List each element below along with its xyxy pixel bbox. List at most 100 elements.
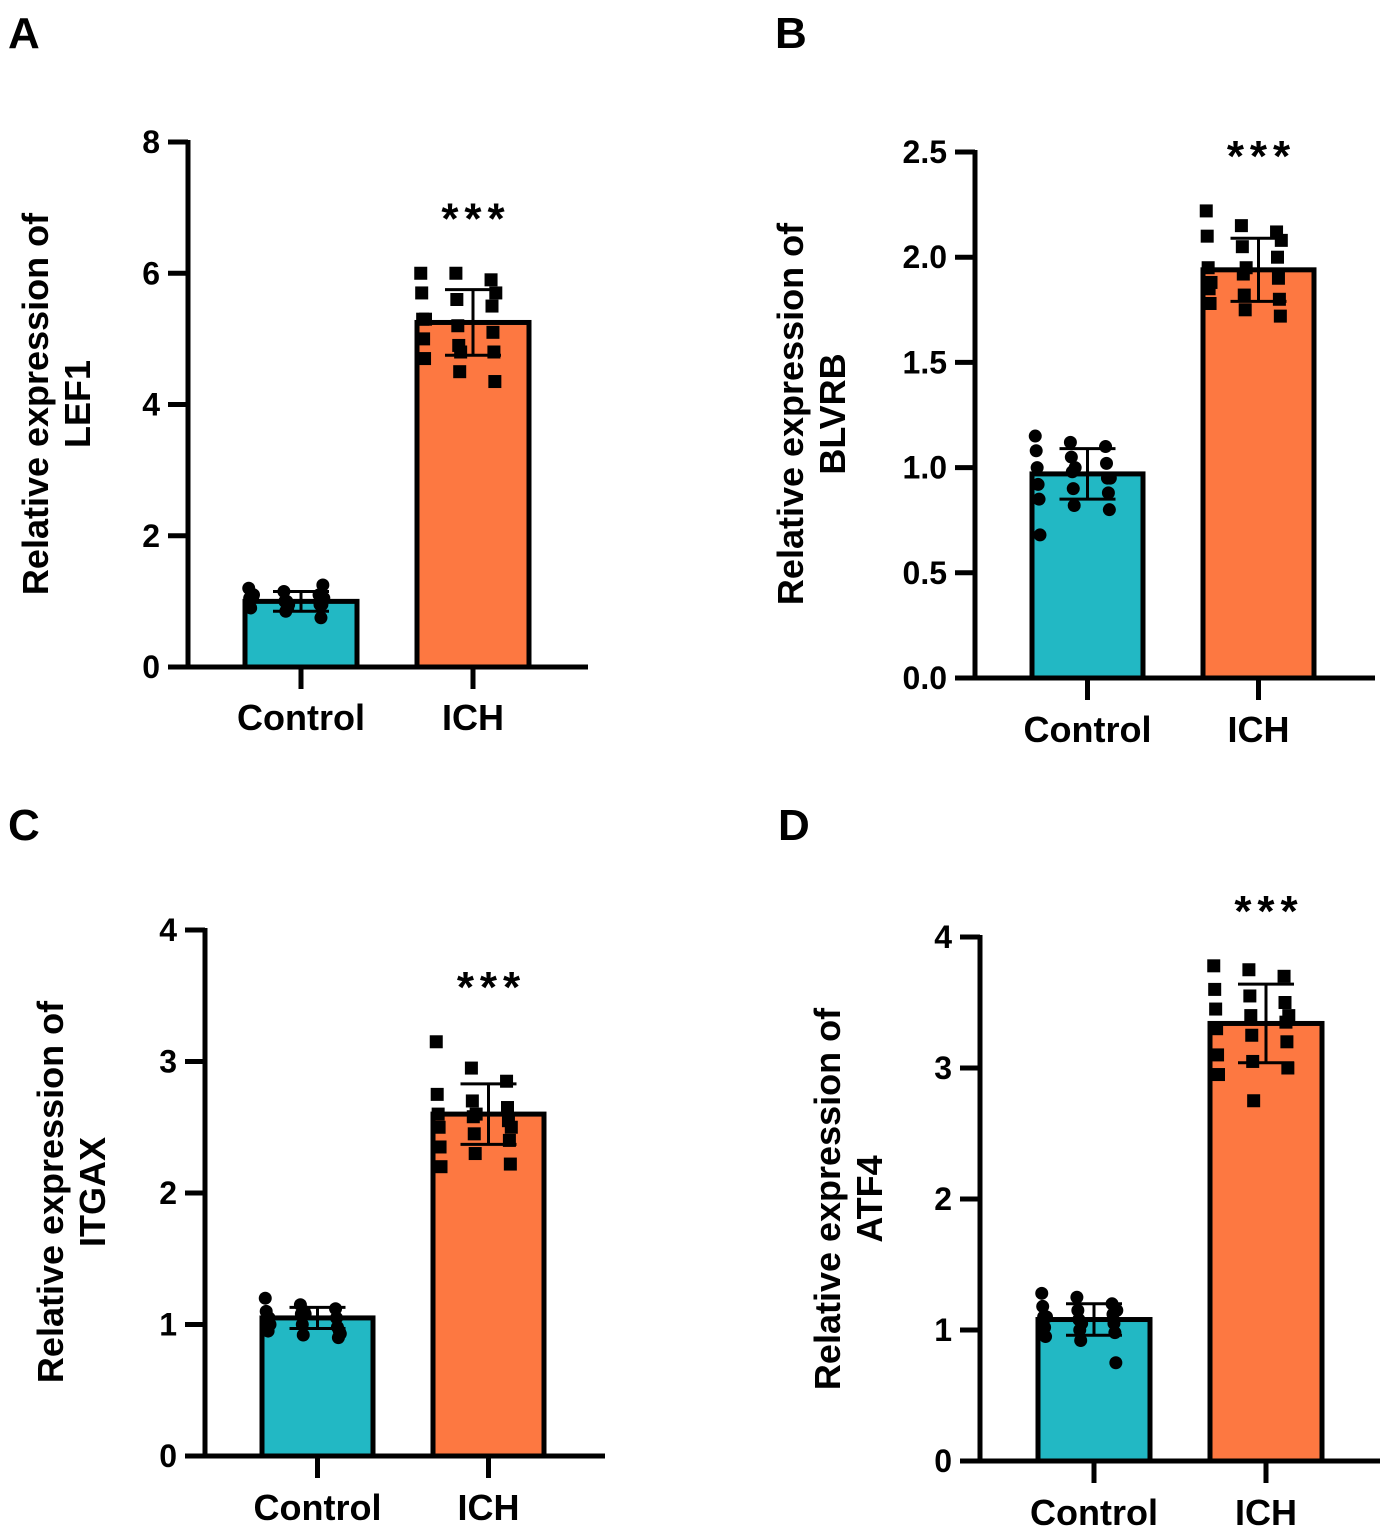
y-axis-label-line2: BLVRB xyxy=(812,353,853,474)
data-point xyxy=(1204,275,1218,289)
data-point xyxy=(263,1318,277,1331)
y-tick-label: 6 xyxy=(142,255,160,291)
data-point xyxy=(1242,963,1256,977)
data-point xyxy=(1281,1061,1295,1075)
data-point xyxy=(1239,261,1253,275)
x-tick-label: ICH xyxy=(442,697,504,738)
data-point xyxy=(1280,1035,1294,1049)
data-point xyxy=(468,1147,482,1161)
data-point xyxy=(1245,1028,1259,1042)
data-point xyxy=(1209,1002,1223,1016)
y-tick-label: 4 xyxy=(159,912,177,948)
panel-a: A Relative expression ofLEF1 Control ICH ***… xyxy=(8,9,588,738)
y-tick-label: 4 xyxy=(142,387,160,423)
data-point xyxy=(1210,1022,1224,1036)
data-point xyxy=(469,1107,483,1121)
data-point xyxy=(430,1087,444,1101)
panel-b: B Relative expression ofBLVRB Control ICH **… xyxy=(770,9,1375,750)
data-point xyxy=(1201,261,1215,275)
x-tick-label: Control xyxy=(1030,1492,1158,1533)
data-point xyxy=(1035,1286,1049,1300)
significance-annotation: *** xyxy=(457,963,526,1012)
data-point xyxy=(453,365,467,379)
data-point xyxy=(1278,996,1292,1009)
data-point xyxy=(1244,1009,1258,1023)
data-point xyxy=(1272,292,1286,306)
data-point xyxy=(1100,456,1113,470)
data-point xyxy=(1028,429,1042,443)
data-point xyxy=(418,352,432,366)
x-tick-label: ICH xyxy=(1228,709,1290,750)
data-point xyxy=(503,1157,517,1171)
data-point xyxy=(414,266,428,280)
y-axis-label-line2: LEF1 xyxy=(57,360,98,448)
y-axis-label-line2: ITGAX xyxy=(72,1137,113,1247)
data-point xyxy=(417,332,431,346)
data-point xyxy=(431,1107,445,1121)
data-point xyxy=(429,1035,443,1049)
data-point xyxy=(1039,1330,1053,1344)
data-point xyxy=(1234,219,1248,233)
data-point xyxy=(1029,444,1043,458)
data-point xyxy=(1036,1299,1050,1313)
x-tick-label: Control xyxy=(254,1487,382,1528)
data-point xyxy=(298,1307,312,1321)
data-point xyxy=(1282,1009,1296,1023)
data-point xyxy=(1243,989,1257,1003)
data-point xyxy=(1070,1290,1084,1304)
bar-control xyxy=(1035,1317,1153,1464)
data-point xyxy=(1271,271,1285,285)
significance-annotation: *** xyxy=(441,194,510,243)
data-point xyxy=(1067,498,1081,512)
data-point xyxy=(1212,1068,1225,1082)
data-point xyxy=(1109,1356,1123,1370)
data-point xyxy=(296,1328,310,1342)
data-point xyxy=(464,1061,478,1075)
y-axis-label-line2: ATF4 xyxy=(849,1155,890,1242)
data-point xyxy=(1033,528,1047,542)
data-point xyxy=(1203,296,1217,310)
data-point xyxy=(415,286,429,300)
x-tick-label: ICH xyxy=(1235,1492,1297,1533)
data-point xyxy=(1199,204,1213,218)
y-tick-label: 1.0 xyxy=(903,450,947,486)
data-point xyxy=(434,1160,448,1174)
data-point xyxy=(316,578,330,592)
data-point xyxy=(1068,461,1082,475)
data-point xyxy=(504,1120,518,1134)
data-point xyxy=(419,312,432,326)
data-point xyxy=(1235,240,1249,254)
data-point xyxy=(1064,450,1078,464)
y-tick-label: 2.0 xyxy=(903,239,947,275)
panel-d: D Relative expression ofATF4 Control ICH ***… xyxy=(778,801,1380,1533)
y-axis-label: Relative expression ofATF4 xyxy=(807,1007,890,1390)
significance-annotation: *** xyxy=(1234,887,1303,936)
y-tick-label: 4 xyxy=(934,919,952,955)
panel-label: B xyxy=(775,9,807,58)
data-point xyxy=(450,293,464,306)
data-point xyxy=(1208,982,1222,996)
data-point xyxy=(1207,959,1221,973)
bar-ich xyxy=(414,319,532,670)
data-point xyxy=(1238,303,1252,317)
data-point xyxy=(1277,969,1291,983)
data-point xyxy=(282,598,296,612)
y-tick-label: 0.0 xyxy=(903,660,947,696)
data-point xyxy=(333,1327,347,1341)
y-axis-label-line1: Relative expression of xyxy=(807,1007,848,1390)
data-point xyxy=(1063,435,1077,449)
y-tick-label: 0 xyxy=(934,1443,952,1479)
y-axis-label-line1: Relative expression of xyxy=(770,222,811,605)
y-axis-label: Relative expression ofLEF1 xyxy=(15,212,98,595)
data-point xyxy=(433,1140,447,1154)
bar-ich xyxy=(430,1111,547,1459)
x-tick-label: Control xyxy=(237,697,365,738)
data-point xyxy=(488,375,502,389)
data-point xyxy=(247,588,260,602)
bar-control xyxy=(259,1315,376,1459)
y-tick-label: 2 xyxy=(934,1181,952,1217)
x-tick-label: Control xyxy=(1024,709,1152,750)
data-point xyxy=(467,1127,481,1141)
significance-annotation: *** xyxy=(1227,132,1296,181)
